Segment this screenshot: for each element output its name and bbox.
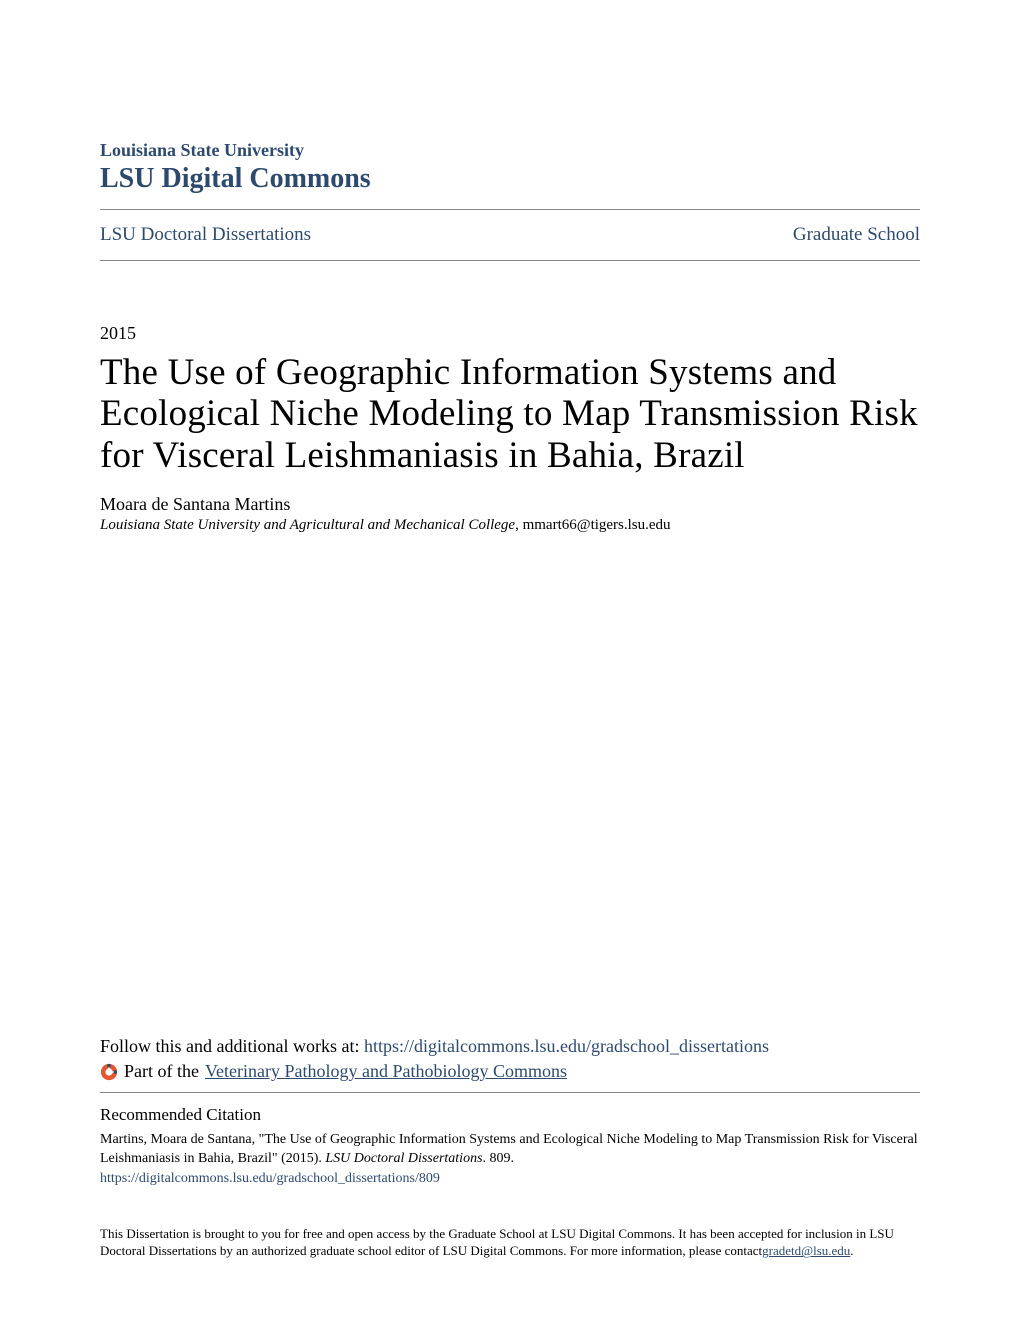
follow-url-link[interactable]: https://digitalcommons.lsu.edu/gradschoo… [364,1036,769,1056]
divider [100,1092,920,1093]
institution-name: Louisiana State University [100,140,920,161]
author-email: , mmart66@tigers.lsu.edu [515,517,670,533]
header-block: Louisiana State University LSU Digital C… [100,140,920,209]
footer-text-post: . [850,1243,853,1258]
citation-text-post: . 809. [483,1151,515,1166]
repository-name: LSU Digital Commons [100,163,920,195]
follow-block: Follow this and additional works at: htt… [100,1036,920,1092]
partof-commons-link[interactable]: Veterinary Pathology and Pathobiology Co… [205,1061,567,1082]
affiliation-text: Louisiana State University and Agricultu… [100,517,515,533]
footer-contact-link[interactable]: gradetd@lsu.edu [762,1243,850,1258]
partof-prefix: Part of the [124,1061,199,1082]
follow-prefix: Follow this and additional works at: [100,1036,364,1056]
breadcrumb-collection-link[interactable]: LSU Doctoral Dissertations [100,224,311,246]
content-spacer [100,534,920,996]
footer-note: This Dissertation is brought to you for … [100,1225,920,1260]
partof-line: Part of the Veterinary Pathology and Pat… [100,1061,920,1082]
document-title: The Use of Geographic Information System… [100,352,920,476]
follow-line: Follow this and additional works at: htt… [100,1036,920,1057]
breadcrumb: LSU Doctoral Dissertations Graduate Scho… [100,210,920,260]
citation-text-series: LSU Doctoral Dissertations [325,1151,482,1166]
publication-year: 2015 [100,323,920,344]
citation-heading: Recommended Citation [100,1105,920,1125]
divider [100,260,920,261]
breadcrumb-school-link[interactable]: Graduate School [793,224,920,246]
citation-text: Martins, Moara de Santana, "The Use of G… [100,1131,920,1169]
author-name: Moara de Santana Martins [100,494,920,515]
citation-url-link[interactable]: https://digitalcommons.lsu.edu/gradschoo… [100,1171,920,1187]
author-affiliation: Louisiana State University and Agricultu… [100,517,920,534]
network-icon [100,1063,118,1081]
